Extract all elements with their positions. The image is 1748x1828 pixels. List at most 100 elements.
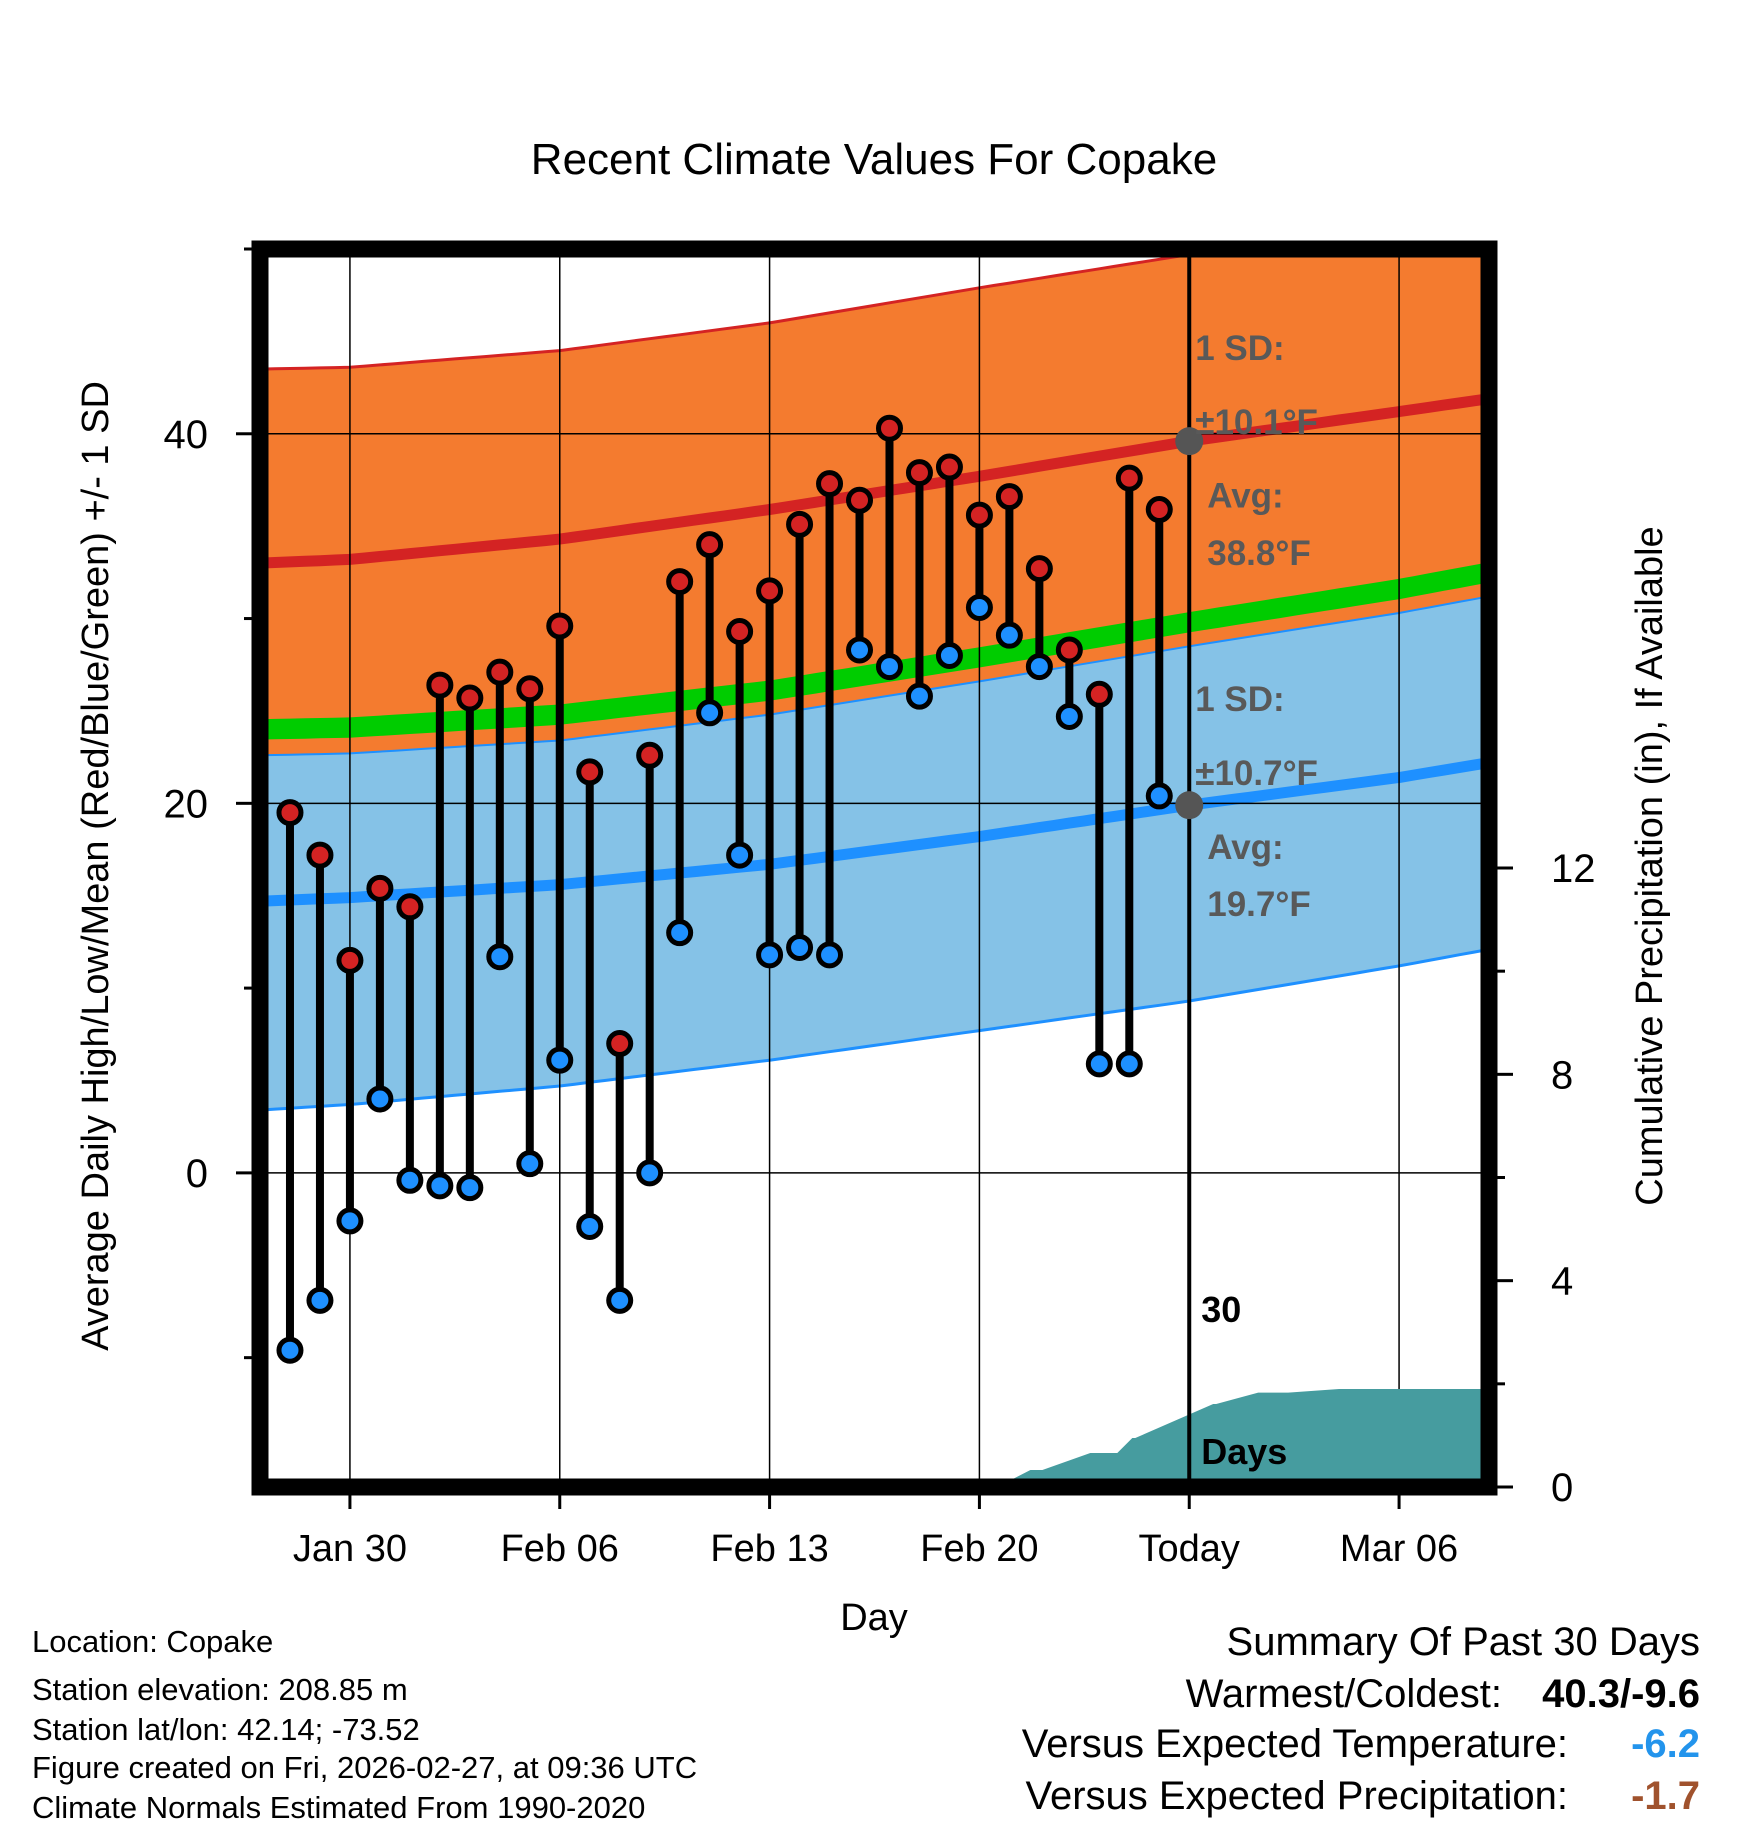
x-tick-label: Today (1139, 1528, 1240, 1570)
high-avg-line (260, 393, 1489, 569)
daily-high-marker (935, 453, 963, 481)
daily-low-marker (1055, 702, 1083, 730)
daily-high-marker (336, 946, 364, 974)
high-upper-sd-line (260, 249, 1252, 371)
high-sd-label: 1 SD: (1195, 329, 1284, 368)
daily-low-marker (995, 621, 1023, 649)
daily-high-marker (636, 741, 664, 769)
x-tick-label: Mar 06 (1340, 1528, 1458, 1570)
daily-low-marker (905, 682, 933, 710)
high-avg-value: 38.8°F (1207, 534, 1311, 573)
daily-high-marker (306, 841, 334, 869)
daily-high-marker (875, 414, 903, 442)
daily-high-marker (1055, 636, 1083, 664)
low-avg-line (260, 757, 1489, 907)
daily-low-marker (576, 1212, 604, 1240)
daily-low-marker (786, 933, 814, 961)
y-left-tick-label: 0 (186, 1152, 208, 1196)
daily-low-marker (756, 941, 784, 969)
precip-days-number: 30 (1201, 1289, 1241, 1330)
daily-low-marker (516, 1150, 544, 1178)
daily-high-marker (276, 799, 304, 827)
y-right-tick-label: 8 (1551, 1053, 1573, 1097)
low-sd-value: ±10.7°F (1195, 754, 1318, 793)
summary-title: Summary Of Past 30 Days (1226, 1620, 1700, 1664)
daily-high-marker (456, 684, 484, 712)
daily-low-marker (816, 941, 844, 969)
low-avg-value: 19.7°F (1207, 885, 1311, 924)
daily-high-marker (995, 483, 1023, 511)
low-sd-label: 1 SD: (1195, 680, 1284, 719)
daily-low-marker (276, 1336, 304, 1364)
daily-high-marker (816, 470, 844, 498)
figure-created: Figure created on Fri, 2026-02-27, at 09… (32, 1750, 698, 1785)
daily-high-marker (516, 675, 544, 703)
daily-low-marker (306, 1286, 334, 1314)
low-lower-sd-line (260, 947, 1489, 1112)
daily-low-marker (1145, 782, 1173, 810)
summary-warm-cold-value: 40.3/-9.6 (1542, 1672, 1700, 1716)
daily-low-marker (1115, 1050, 1143, 1078)
daily-high-marker (965, 501, 993, 529)
daily-high-marker (576, 758, 604, 786)
daily-high-marker (905, 459, 933, 487)
daily-high-marker (786, 510, 814, 538)
y-left-tick-label: 40 (164, 413, 209, 457)
y-axis-label-right: Cumulative Precipitation (in), If Availa… (1629, 526, 1671, 1205)
today-low-avg-marker (1175, 791, 1204, 820)
station-latlon: Station lat/lon: 42.14; -73.52 (32, 1712, 420, 1747)
low-upper-sd-line (260, 595, 1489, 757)
low-avg-label: Avg: (1207, 828, 1283, 867)
daily-low-marker (366, 1085, 394, 1113)
daily-high-marker (366, 874, 394, 902)
daily-high-marker (666, 568, 694, 596)
high-sd-value: ±10.1°F (1195, 403, 1318, 442)
y-right-tick-label: 12 (1551, 847, 1596, 891)
daily-high-marker (396, 893, 424, 921)
daily-high-marker (1145, 496, 1173, 524)
today-high-avg-marker (1175, 427, 1204, 456)
y-right-tick-label: 4 (1551, 1260, 1573, 1304)
daily-low-marker (726, 841, 754, 869)
x-tick-label: Feb 13 (710, 1528, 828, 1570)
daily-low-marker (875, 653, 903, 681)
daily-high-marker (546, 612, 574, 640)
summary-precip-value: -1.7 (1631, 1774, 1700, 1818)
daily-high-marker (486, 658, 514, 686)
cumulative-precip-area (997, 1389, 1489, 1487)
daily-low-marker (606, 1286, 634, 1314)
daily-low-marker (935, 642, 963, 670)
x-tick-label: Feb 06 (501, 1528, 619, 1570)
daily-high-marker (846, 486, 874, 514)
daily-low-marker (636, 1159, 664, 1187)
summary-warm-cold-label: Warmest/Coldest: (1185, 1672, 1502, 1716)
summary-temp-value: -6.2 (1631, 1722, 1700, 1766)
chart-title: Recent Climate Values For Copake (531, 135, 1217, 184)
daily-high-marker (1115, 464, 1143, 492)
daily-high-marker (1025, 555, 1053, 583)
daily-low-marker (846, 636, 874, 664)
daily-high-marker (756, 577, 784, 605)
climate-normals-note: Climate Normals Estimated From 1990-2020 (32, 1790, 646, 1825)
daily-high-marker (726, 617, 754, 645)
daily-low-marker (696, 699, 724, 727)
daily-low-marker (1085, 1050, 1113, 1078)
daily-high-marker (696, 531, 724, 559)
daily-low-marker (336, 1207, 364, 1235)
mean-temp-band (260, 562, 1489, 740)
x-axis-label: Day (840, 1597, 908, 1639)
x-tick-label: Feb 20 (920, 1528, 1038, 1570)
daily-high-marker (606, 1030, 634, 1058)
y-left-tick-label: 20 (164, 782, 209, 826)
high-avg-label: Avg: (1207, 477, 1283, 516)
daily-low-marker (666, 919, 694, 947)
daily-low-marker (456, 1174, 484, 1202)
station-location: Location: Copake (32, 1624, 274, 1659)
precip-days-word: Days (1201, 1431, 1287, 1472)
plot-frame (251, 240, 1498, 1496)
y-axis-label-left: Average Daily High/Low/Mean (Red/Blue/Gr… (75, 381, 117, 1351)
daily-low-marker (546, 1046, 574, 1074)
summary-temp-label: Versus Expected Temperature: (1021, 1722, 1568, 1766)
y-right-tick-label: 0 (1551, 1466, 1573, 1510)
